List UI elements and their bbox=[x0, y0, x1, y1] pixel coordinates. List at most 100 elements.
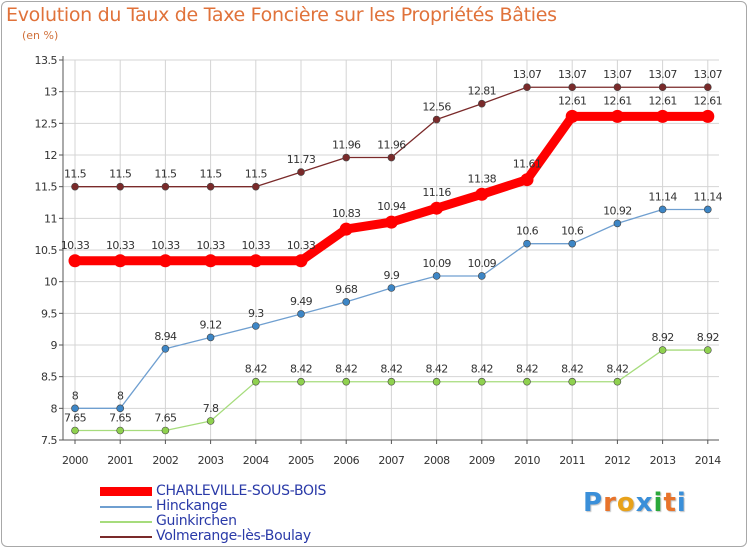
x-tick-label: 2006 bbox=[333, 454, 359, 467]
logo-letter: x bbox=[635, 488, 654, 518]
y-tick-label: 13.5 bbox=[35, 54, 58, 67]
data-label: 7.8 bbox=[203, 402, 219, 415]
data-label: 10.33 bbox=[106, 239, 135, 252]
data-point bbox=[703, 346, 712, 354]
data-label: 9.49 bbox=[290, 295, 313, 308]
data-point bbox=[613, 377, 622, 386]
data-label: 12.61 bbox=[648, 94, 677, 107]
x-tick-label: 2012 bbox=[604, 454, 630, 467]
data-point bbox=[249, 254, 263, 268]
data-label: 8.42 bbox=[561, 363, 583, 376]
data-point bbox=[477, 99, 486, 108]
data-label: 8.94 bbox=[154, 330, 177, 343]
data-label: 12.81 bbox=[468, 85, 497, 98]
data-label: 12.61 bbox=[694, 94, 723, 107]
data-point bbox=[477, 272, 486, 280]
data-point bbox=[339, 222, 353, 236]
data-point bbox=[297, 168, 305, 176]
data-label: 8.42 bbox=[380, 363, 402, 376]
data-label: 10.33 bbox=[61, 239, 90, 252]
legend-swatch bbox=[100, 505, 152, 508]
y-tick-label: 9 bbox=[51, 339, 58, 352]
data-label: 8.92 bbox=[652, 331, 674, 344]
data-point bbox=[613, 83, 622, 92]
data-point bbox=[658, 205, 667, 214]
data-point bbox=[565, 109, 579, 123]
data-point bbox=[658, 83, 667, 92]
data-label: 7.65 bbox=[154, 412, 177, 425]
data-point bbox=[523, 83, 531, 92]
y-tick-label: 10 bbox=[44, 276, 57, 289]
data-label: 11.38 bbox=[468, 172, 497, 185]
data-point bbox=[475, 187, 489, 201]
data-point bbox=[206, 417, 215, 425]
data-label: 11.5 bbox=[200, 168, 223, 181]
x-tick-label: 2000 bbox=[62, 454, 88, 467]
data-point bbox=[432, 377, 441, 386]
data-label: 11.61 bbox=[513, 158, 542, 171]
data-label: 8.42 bbox=[335, 363, 357, 376]
y-tick-label: 13 bbox=[44, 86, 57, 99]
data-point bbox=[613, 219, 622, 228]
data-point bbox=[523, 239, 531, 248]
data-point bbox=[161, 426, 170, 435]
data-point bbox=[116, 404, 124, 413]
proxiti-logo: Proxiti bbox=[583, 488, 687, 518]
logo-letter: P bbox=[583, 488, 604, 518]
data-label: 11.14 bbox=[648, 190, 677, 203]
x-tick-label: 2007 bbox=[378, 454, 404, 467]
data-label: 11.73 bbox=[287, 153, 316, 166]
data-point bbox=[610, 109, 624, 123]
y-tick-label: 7.5 bbox=[41, 434, 57, 447]
legend-swatch bbox=[100, 487, 152, 496]
logo-letter: t bbox=[663, 488, 677, 518]
data-label: 13.07 bbox=[603, 68, 632, 81]
data-label: 11.14 bbox=[694, 190, 723, 203]
logo-letter: r bbox=[603, 488, 617, 518]
data-point bbox=[252, 377, 260, 386]
data-point bbox=[204, 254, 218, 268]
data-point bbox=[252, 182, 260, 191]
data-point bbox=[158, 254, 172, 268]
logo-letter: o bbox=[616, 488, 636, 518]
data-point bbox=[342, 298, 351, 306]
data-label: 10.33 bbox=[151, 239, 180, 252]
data-point bbox=[116, 182, 124, 191]
data-label: 13.07 bbox=[694, 68, 723, 81]
data-label: 8.42 bbox=[245, 363, 267, 376]
y-tick-label: 12 bbox=[44, 149, 57, 162]
chart-legend: CHARLEVILLE-SOUS-BOIS Hinckange Guinkirche… bbox=[100, 484, 326, 544]
data-label: 10.6 bbox=[516, 225, 539, 238]
data-label: 11.16 bbox=[422, 186, 451, 199]
data-point bbox=[432, 272, 441, 280]
data-label: 8.42 bbox=[471, 363, 493, 376]
data-label: 13.07 bbox=[513, 68, 542, 81]
data-point bbox=[703, 205, 712, 214]
x-tick-label: 2002 bbox=[152, 454, 178, 467]
line-chart: 7.5 8 8.5 9 9.5 10 10.5 11 11.5 12 12.5 13 13.5 2000 2… bbox=[35, 54, 724, 467]
data-label: 11.96 bbox=[377, 139, 406, 152]
data-label: 8.42 bbox=[516, 363, 538, 376]
data-point bbox=[297, 310, 305, 318]
y-tick-label: 10.5 bbox=[35, 244, 58, 257]
data-label: 7.65 bbox=[109, 412, 132, 425]
data-point bbox=[71, 426, 79, 435]
data-label: 11.5 bbox=[109, 168, 132, 181]
x-tick-label: 2014 bbox=[695, 454, 721, 467]
data-label: 11.5 bbox=[245, 168, 268, 181]
data-point bbox=[161, 344, 170, 353]
legend-swatch bbox=[100, 520, 152, 523]
x-tick-label: 2004 bbox=[243, 454, 269, 467]
data-label: 10.83 bbox=[332, 207, 361, 220]
data-point bbox=[68, 254, 82, 268]
data-point bbox=[161, 182, 170, 191]
data-label: 13.07 bbox=[648, 68, 677, 81]
data-label: 10.92 bbox=[603, 204, 632, 217]
y-unit-label: (en %) bbox=[22, 29, 59, 42]
y-tick-label: 8.5 bbox=[41, 371, 57, 384]
legend-swatch bbox=[100, 535, 152, 538]
x-tick-label: 2011 bbox=[559, 454, 585, 467]
data-label: 13.07 bbox=[558, 68, 587, 81]
data-point bbox=[568, 83, 577, 92]
